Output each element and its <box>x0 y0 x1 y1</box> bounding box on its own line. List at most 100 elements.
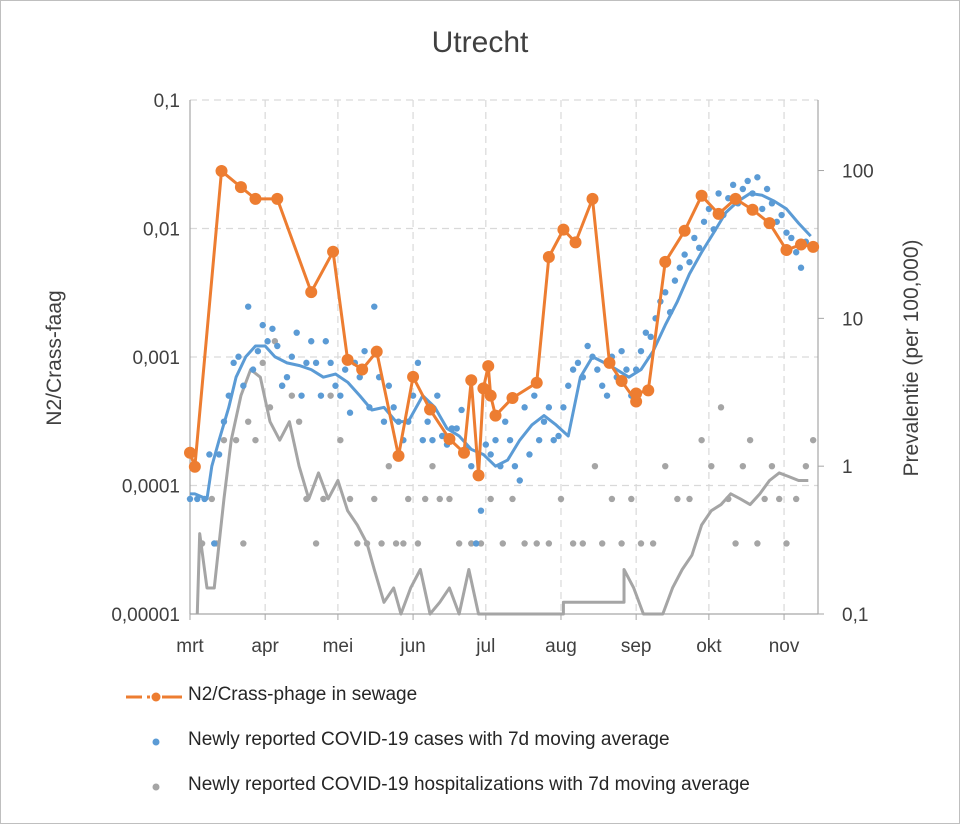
hosp-point <box>599 540 606 547</box>
hosp-point <box>499 540 506 547</box>
cases-point <box>356 373 363 381</box>
y-left-tick-label: 0,00001 <box>111 605 180 626</box>
sewage-point <box>569 236 582 249</box>
y-left-tick-label: 0,1 <box>154 91 180 112</box>
cases-point <box>545 404 553 411</box>
sewage-point <box>477 382 490 395</box>
sewage-point <box>630 387 643 400</box>
hosp-point <box>385 462 393 470</box>
cases-point <box>594 366 601 373</box>
hosp-point <box>371 495 378 503</box>
sewage-point <box>184 446 196 459</box>
hosp-point <box>252 436 259 444</box>
sewage-point <box>530 376 543 389</box>
cases-point <box>788 234 795 242</box>
hosp-point <box>608 495 616 503</box>
x-tick-label: mrt <box>176 636 204 657</box>
sewage-point <box>603 356 616 369</box>
cases-point <box>429 436 436 444</box>
cases-point <box>235 353 242 360</box>
cases-point <box>700 218 708 225</box>
hosp-moving-average-line <box>195 368 809 616</box>
sewage-point <box>457 446 470 459</box>
cases-point <box>312 359 320 367</box>
cases-point <box>206 451 213 458</box>
sewage-point <box>234 181 247 194</box>
cases-point <box>676 264 683 271</box>
hosp-point <box>717 404 725 411</box>
legend-symbol-cases <box>152 738 160 746</box>
hosp-point <box>768 462 776 470</box>
hosp-point <box>783 540 790 547</box>
sewage-point <box>712 207 725 220</box>
cases-point <box>555 432 562 440</box>
cases-point <box>244 303 252 310</box>
cases-point <box>269 325 276 332</box>
cases-point <box>783 229 790 236</box>
sewage-point <box>557 223 570 236</box>
cases-point <box>288 353 296 360</box>
hosp-point <box>346 495 354 503</box>
cases-point <box>215 451 223 458</box>
y-right-tick-label: 0,1 <box>842 605 868 626</box>
cases-point <box>729 181 737 189</box>
x-tick-label: okt <box>696 636 722 657</box>
sewage-point <box>807 240 820 253</box>
cases-point <box>409 392 417 399</box>
cases-point <box>618 347 625 355</box>
cases-point <box>686 258 693 266</box>
hosp-point <box>327 392 334 399</box>
cases-point <box>264 338 271 345</box>
cases-point <box>468 462 475 470</box>
cases-point <box>671 277 679 284</box>
cases-point <box>254 347 262 355</box>
legend-label-hosp: Newly reported COVID-19 hospitalizations… <box>188 774 750 795</box>
cases-point <box>346 409 354 416</box>
cases-point <box>371 303 378 310</box>
sewage-point <box>271 192 284 205</box>
hosp-point <box>244 418 252 425</box>
hosp-point <box>232 436 240 444</box>
legend-symbol-hosp <box>152 783 160 791</box>
x-tick-label: aug <box>545 636 577 657</box>
sewage-point <box>642 384 655 397</box>
cases-point <box>211 540 218 547</box>
hosp-point <box>259 359 266 367</box>
sewage-point <box>215 165 228 178</box>
cases-point <box>642 329 650 336</box>
hosp-point <box>628 495 635 503</box>
sewage-point <box>746 203 759 216</box>
sewage-point <box>188 460 201 473</box>
hosp-point <box>533 540 540 547</box>
hosp-point <box>557 495 565 503</box>
hosp-point <box>455 540 463 547</box>
cases-point <box>521 404 528 411</box>
hosp-point <box>392 540 400 547</box>
cases-point <box>249 366 257 373</box>
cases-point <box>327 359 334 367</box>
x-tick-label: jun <box>399 636 425 657</box>
hosp-point <box>295 418 303 425</box>
cases-point <box>424 418 431 425</box>
hosp-point <box>686 495 693 503</box>
cases-point <box>759 205 766 213</box>
hosp-point <box>618 540 625 547</box>
cases-point <box>419 436 426 444</box>
sewage-point <box>795 238 808 251</box>
hosp-point <box>591 462 599 470</box>
cases-point <box>240 382 247 389</box>
hosp-point <box>337 436 344 444</box>
hosp-point <box>708 462 715 470</box>
cases-point <box>623 366 630 373</box>
cases-point <box>453 425 460 432</box>
cases-point <box>337 392 344 399</box>
hosp-point <box>732 540 739 547</box>
hosp-point <box>436 495 443 503</box>
sewage-point <box>484 389 497 402</box>
sewage-point <box>489 409 502 422</box>
cases-point <box>274 342 281 350</box>
cases-point <box>531 392 538 399</box>
cases-point <box>259 321 266 329</box>
hosp-point <box>698 436 705 444</box>
